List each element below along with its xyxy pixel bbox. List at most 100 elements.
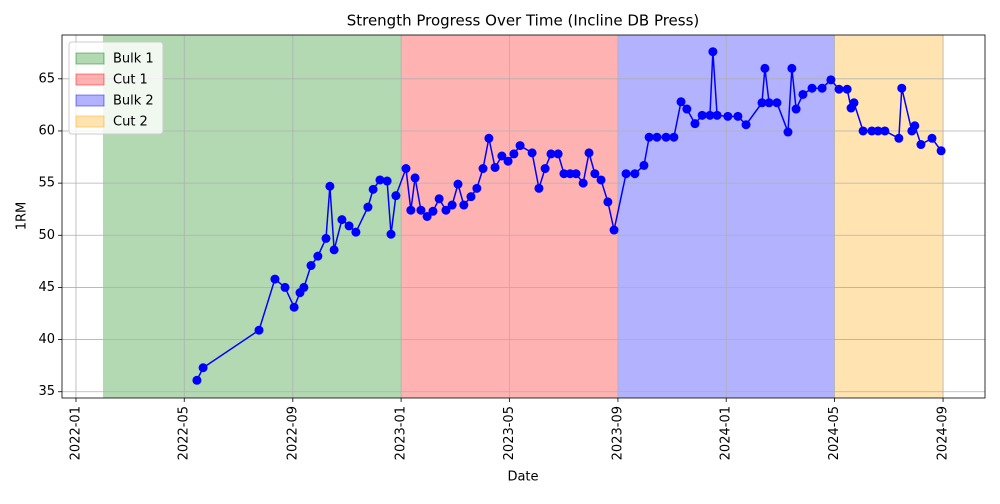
data-point [764, 98, 774, 108]
data-point [453, 179, 463, 189]
data-point [192, 375, 202, 385]
data-point [590, 169, 600, 179]
plot-frame [61, 34, 986, 399]
data-point [603, 197, 613, 207]
x-tick-label: 2023-09 [610, 406, 625, 460]
data-point [553, 149, 563, 159]
data-point [466, 192, 476, 202]
data-point [410, 173, 420, 183]
data-point [503, 156, 513, 166]
data-point [772, 98, 782, 108]
y-axis-label: 1RM [15, 202, 30, 231]
data-point [386, 229, 396, 239]
data-point [406, 205, 416, 215]
data-point [609, 225, 619, 235]
data-point [690, 119, 700, 129]
legend-label: Cut 2 [113, 115, 148, 130]
data-point [422, 212, 432, 221]
legend-label: Cut 1 [113, 73, 148, 88]
data-point [741, 120, 751, 130]
data-point [375, 175, 385, 185]
legend-box [68, 41, 164, 135]
data-point [254, 325, 264, 335]
data-point [428, 206, 438, 216]
data-point [705, 110, 715, 120]
data-point [382, 176, 392, 186]
data-point [434, 194, 444, 204]
data-point [337, 215, 347, 225]
data-point [936, 146, 946, 156]
data-point [817, 83, 827, 93]
data-point [325, 181, 335, 191]
x-tick-label: 2022-01 [68, 406, 83, 460]
data-point [596, 175, 606, 185]
legend-swatch [75, 52, 105, 65]
y-tick-label: 55 [38, 176, 55, 191]
data-point [798, 89, 808, 99]
data-point [351, 227, 361, 237]
data-point [368, 184, 378, 194]
data-point [472, 183, 482, 193]
phase-span [834, 35, 944, 398]
x-tick-label: 2023-01 [394, 406, 409, 460]
data-point [621, 169, 631, 179]
data-point [490, 162, 500, 172]
data-point [515, 141, 525, 151]
data-point [559, 169, 569, 179]
data-point [630, 169, 640, 179]
data-point [484, 133, 494, 143]
x-tick-label: 2024-01 [719, 406, 734, 460]
data-point [757, 98, 767, 108]
y-tick-label: 40 [38, 332, 55, 347]
data-point [270, 274, 280, 284]
x-tick-label: 2022-09 [285, 406, 300, 460]
data-point [760, 63, 770, 73]
data-point [927, 133, 937, 143]
data-point [509, 149, 519, 159]
data-point [644, 132, 654, 142]
data-point [534, 183, 544, 193]
x-tick-label: 2023-05 [502, 406, 517, 460]
data-point [676, 97, 686, 107]
data-point [478, 164, 488, 174]
data-point [826, 75, 836, 85]
data-point [363, 202, 373, 212]
data-point [849, 98, 859, 108]
data-point [527, 148, 537, 158]
x-tick-label: 2024-09 [936, 406, 951, 460]
data-point [661, 132, 671, 142]
data-point [682, 104, 692, 114]
x-tick-label: 2024-05 [827, 406, 842, 460]
data-point [584, 148, 594, 158]
data-point [834, 84, 844, 94]
data-point [723, 111, 733, 121]
data-point [540, 164, 550, 174]
data-point [910, 121, 920, 131]
x-tick-label: 2022-05 [177, 406, 192, 460]
data-point [880, 126, 890, 136]
chart-title: Strength Progress Over Time (Incline DB … [347, 12, 700, 30]
data-point [858, 126, 868, 136]
data-point [299, 282, 309, 292]
y-tick-label: 50 [38, 228, 55, 243]
legend-label: Bulk 1 [113, 52, 154, 67]
data-point [198, 363, 208, 373]
data-point [867, 126, 877, 136]
data-point [416, 205, 426, 215]
data-point [329, 245, 339, 255]
legend-swatch [75, 73, 105, 86]
data-point [306, 261, 316, 271]
data-point [697, 110, 707, 120]
data-point [401, 164, 411, 174]
data-point [842, 84, 852, 94]
data-point [441, 205, 451, 215]
data-point [639, 160, 649, 170]
data-point [708, 47, 718, 57]
y-tick-label: 35 [38, 384, 55, 399]
data-point [447, 200, 457, 210]
legend-swatch [75, 94, 105, 107]
data-point [497, 151, 507, 161]
data-point [546, 149, 556, 159]
data-point [783, 127, 793, 137]
